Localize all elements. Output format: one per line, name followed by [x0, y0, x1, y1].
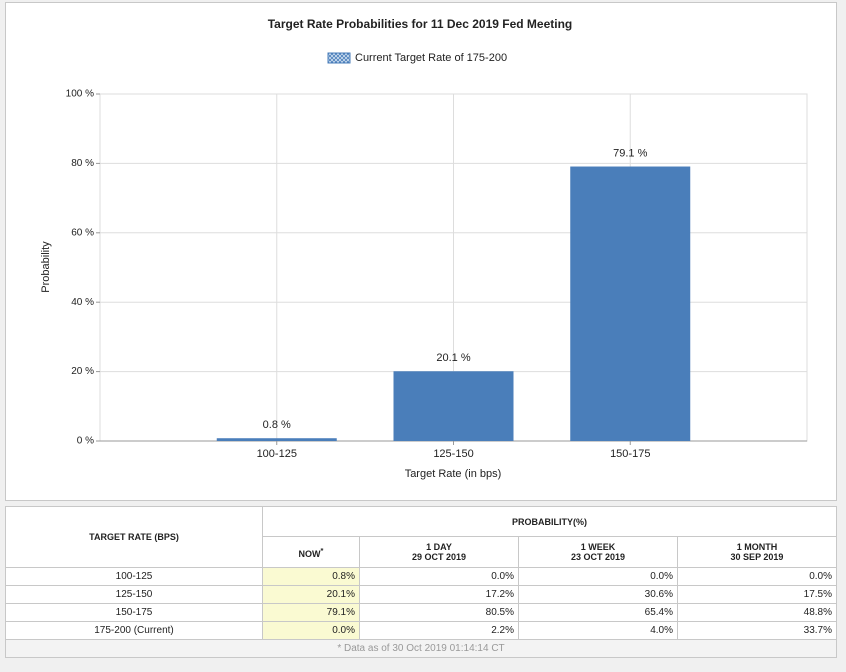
table-cell: 1 WEEK 23 OCT 2019: [518, 536, 678, 568]
legend-label: Current Target Rate of 175-200: [355, 52, 507, 64]
table-cell: 0.0%: [262, 621, 360, 640]
value-label: 79.1 %: [613, 147, 647, 159]
column-label: 1 MONTH: [736, 542, 778, 552]
y-tick-label: 0 %: [77, 436, 94, 447]
table-cell: 100-125: [5, 567, 263, 586]
table-cell: NOW*: [262, 536, 360, 568]
table-cell: TARGET RATE (BPS): [5, 506, 263, 568]
x-tick-label: 125-150: [433, 448, 473, 460]
table-cell: 4.0%: [518, 621, 678, 640]
table-cell: 80.5%: [359, 603, 519, 622]
column-date: 23 OCT 2019: [570, 552, 626, 562]
table-row: 100-125 0.8% 0.0% 0.0% 0.0%: [5, 567, 837, 586]
column-label: 1 DAY: [426, 542, 452, 552]
probability-table: TARGET RATE (BPS) PROBABILITY(%) NOW* 1 DAY…: [5, 506, 837, 658]
column-date: 29 OCT 2019: [411, 552, 467, 562]
value-label: 0.8 %: [263, 419, 291, 431]
table-row: 175-200 (Current) 0.0% 2.2% 4.0% 33.7%: [5, 621, 837, 640]
table-cell: 17.5%: [677, 585, 837, 604]
table-cell: 0.0%: [518, 567, 678, 586]
table-cell: 1 MONTH 30 SEP 2019: [677, 536, 837, 568]
table-cell: 65.4%: [518, 603, 678, 622]
table-cell: * Data as of 30 Oct 2019 01:14:14 CT: [5, 639, 837, 658]
table-cell: 0.8%: [262, 567, 360, 586]
table-cell: 0.0%: [677, 567, 837, 586]
column-date: 30 SEP 2019: [730, 552, 784, 562]
table-cell: 20.1%: [262, 585, 360, 604]
table-cell: 33.7%: [677, 621, 837, 640]
table-cell: PROBABILITY(%): [262, 506, 837, 537]
value-label: 20.1 %: [436, 352, 470, 364]
table-row: * Data as of 30 Oct 2019 01:14:14 CT: [5, 639, 837, 658]
x-axis-label: Target Rate (in bps): [405, 468, 502, 480]
table-row: 125-150 20.1% 17.2% 30.6% 17.5%: [5, 585, 837, 604]
column-label: NOW: [298, 548, 321, 559]
table-row: TARGET RATE (BPS) PROBABILITY(%): [5, 506, 837, 568]
table-cell: 0.0%: [359, 567, 519, 586]
table-cell: 150-175: [5, 603, 263, 622]
note-marker: *: [320, 545, 324, 555]
table-cell: 125-150: [5, 585, 263, 604]
table-cell: 48.8%: [677, 603, 837, 622]
x-tick-label: 150-175: [610, 448, 650, 460]
column-label: 1 WEEK: [580, 542, 616, 552]
legend-swatch: [327, 52, 351, 64]
bar: [216, 438, 337, 441]
chart: Target Rate Probabilities for 11 Dec 201…: [40, 17, 808, 480]
y-tick-label: 60 %: [71, 227, 94, 238]
table-cell: 1 DAY 29 OCT 2019: [359, 536, 519, 568]
table-cell: 30.6%: [518, 585, 678, 604]
y-tick-label: 80 %: [71, 158, 94, 169]
table-cell: 175-200 (Current): [5, 621, 263, 640]
y-tick-label: 40 %: [71, 297, 94, 308]
chart-title: Target Rate Probabilities for 11 Dec 201…: [268, 17, 573, 31]
y-tick-label: 20 %: [71, 366, 94, 377]
bar: [570, 166, 691, 441]
table-cell: 79.1%: [262, 603, 360, 622]
table-cell: 2.2%: [359, 621, 519, 640]
table-cell: 17.2%: [359, 585, 519, 604]
table-row: 150-175 79.1% 80.5% 65.4% 48.8%: [5, 603, 837, 622]
y-tick-label: 100 %: [66, 89, 94, 100]
bar: [393, 371, 514, 441]
y-axis-label: Probability: [40, 241, 52, 293]
x-tick-label: 100-125: [257, 448, 297, 460]
